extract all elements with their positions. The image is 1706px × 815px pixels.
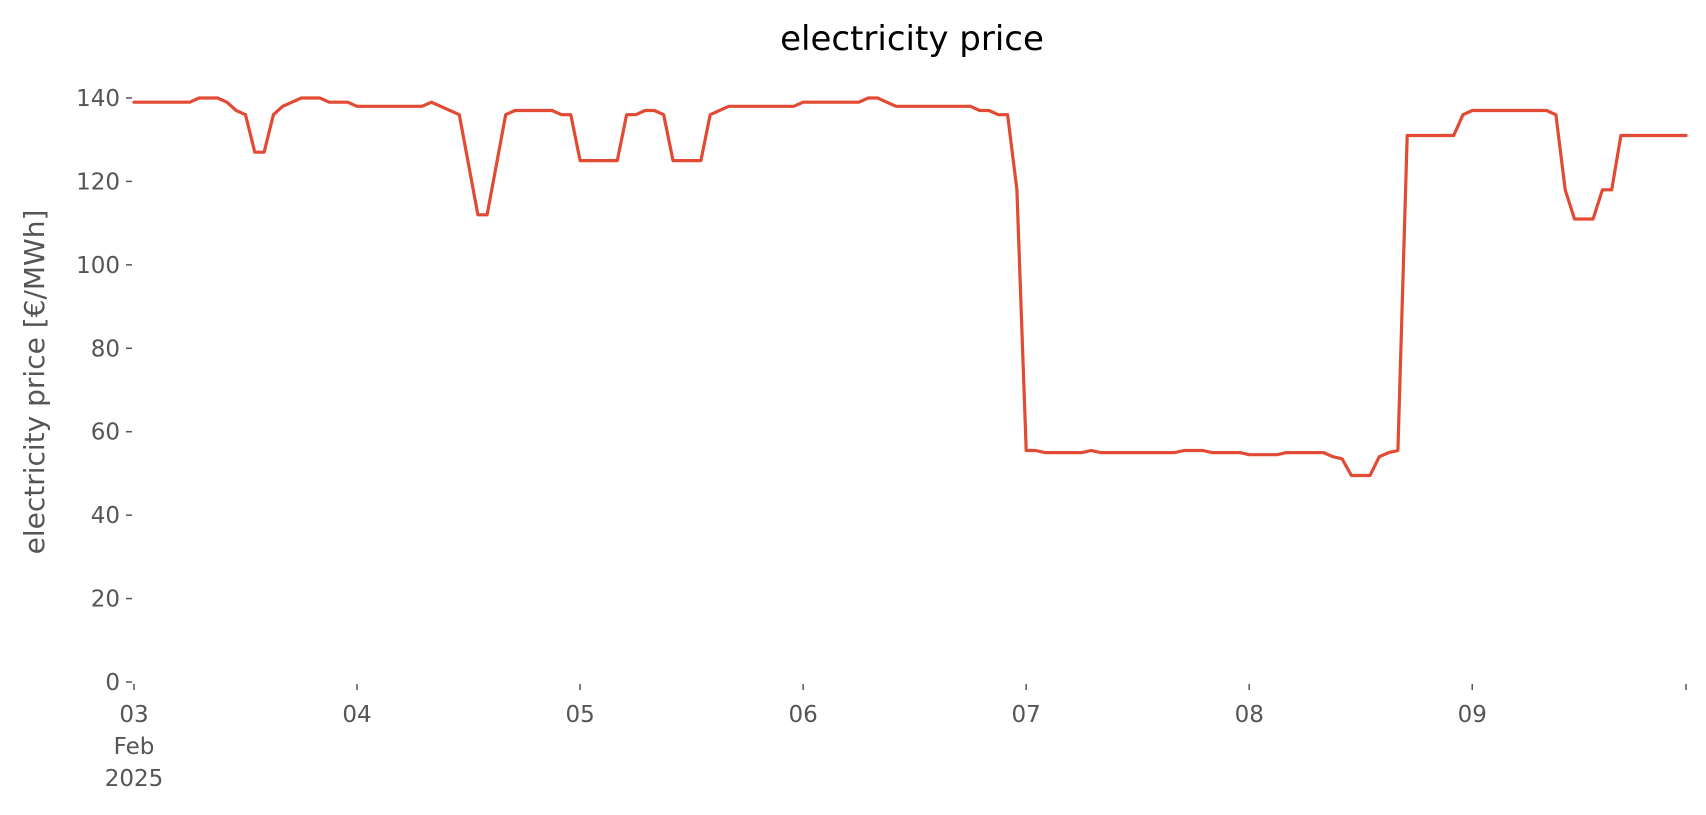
x-tick-label: 05 — [565, 702, 594, 728]
y-tick-label: 80 — [91, 336, 120, 362]
y-tick-label: 0 — [105, 670, 120, 696]
y-tick-label: 120 — [76, 169, 120, 195]
x-tick-label: 04 — [342, 702, 371, 728]
y-axis: 0 20 40 60 80 100 120 140 — [76, 86, 132, 696]
y-tick-label: 40 — [91, 503, 120, 529]
x-axis: 03 Feb 2025 04 05 06 07 08 09 — [105, 684, 1687, 792]
x-tick-label: 08 — [1235, 702, 1264, 728]
x-tick-label: 2025 — [105, 766, 164, 792]
y-tick-label: 60 — [91, 420, 120, 446]
x-tick-label: 06 — [788, 702, 817, 728]
series-line — [132, 96, 1688, 478]
x-tick-label: 09 — [1458, 702, 1487, 728]
chart-title: electricity price — [780, 19, 1044, 59]
x-tick-label: Feb — [114, 734, 155, 760]
x-tick-label: 03 — [119, 702, 148, 728]
x-tick-label: 07 — [1012, 702, 1041, 728]
y-tick-label: 20 — [91, 587, 120, 613]
y-tick-label: 140 — [76, 86, 120, 112]
y-tick-label: 100 — [76, 253, 120, 279]
series-layer — [132, 96, 1688, 478]
y-axis-title: electricity price [€/MWh] — [18, 210, 51, 555]
